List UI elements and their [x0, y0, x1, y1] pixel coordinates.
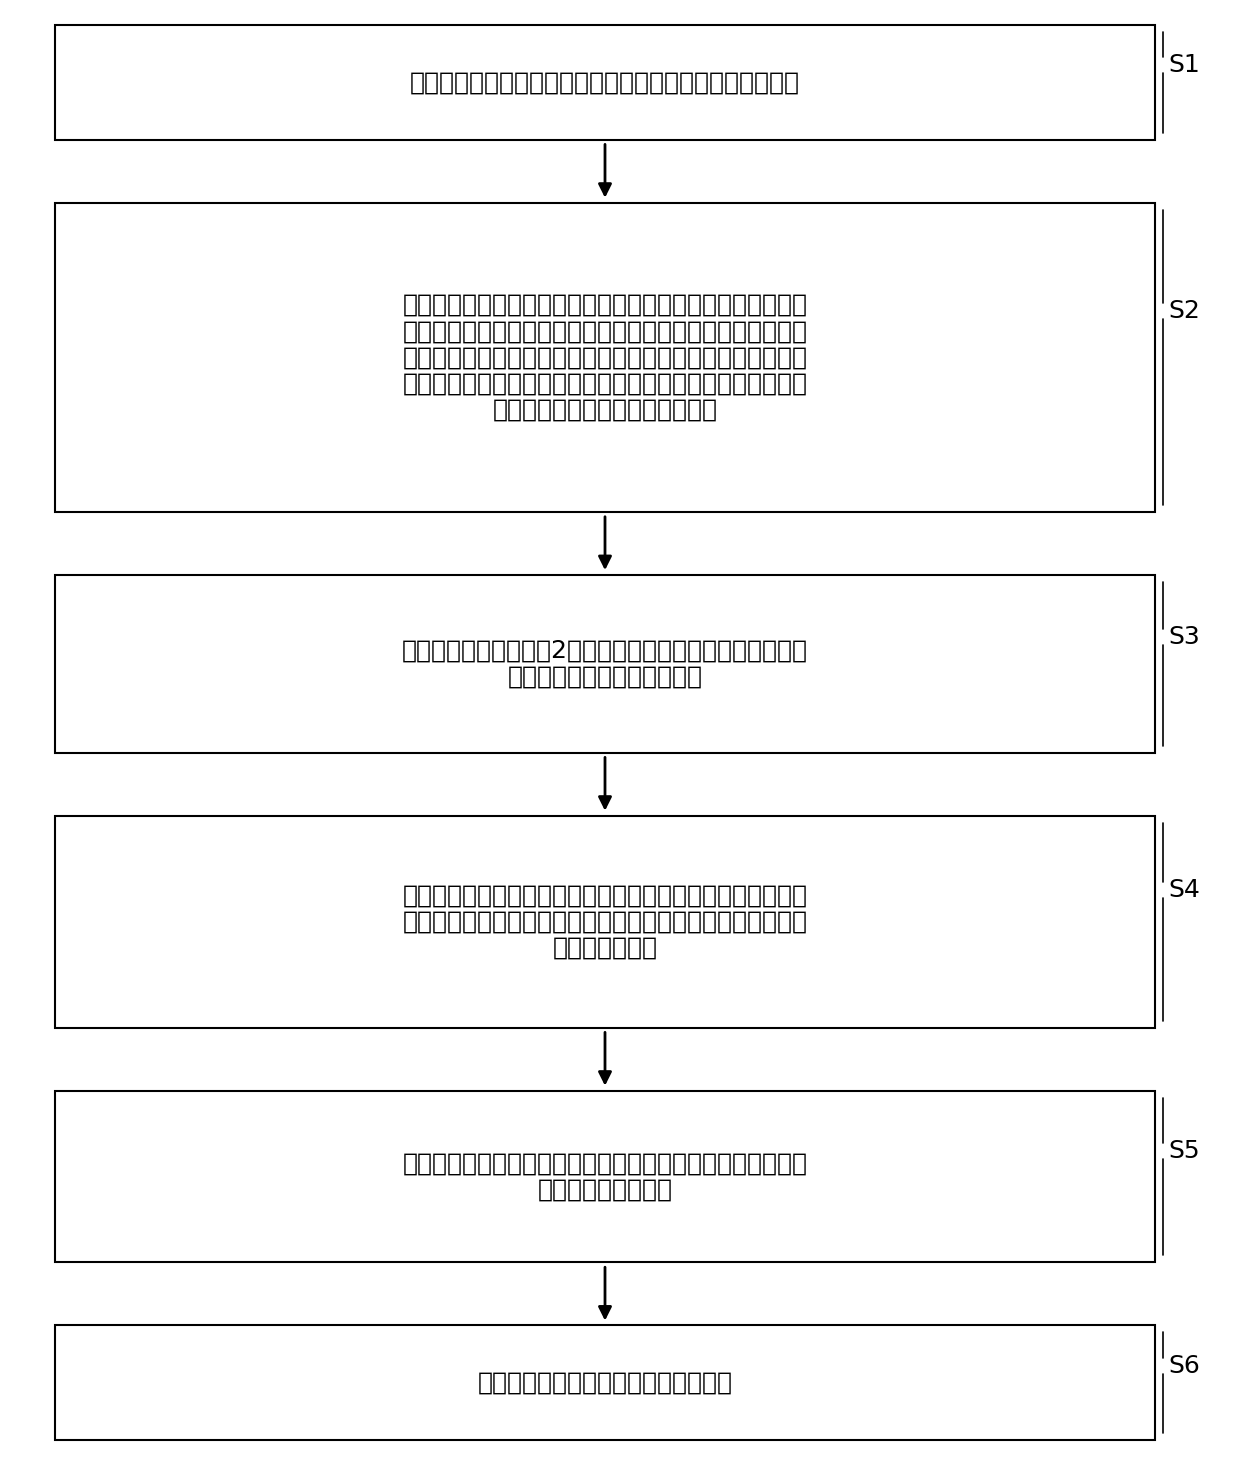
Text: 所述支撑衬底上: 所述支撑衬底上	[553, 936, 657, 960]
Text: 自所述注入面向所述氧化物单晶衬底内进行离子注入，而后在: 自所述注入面向所述氧化物单晶衬底内进行离子注入，而后在	[403, 293, 807, 316]
Text: 所述注入面形成下电极；或在所述注入面形成下电极，而后自: 所述注入面形成下电极；或在所述注入面形成下电极，而后自	[403, 319, 807, 343]
Text: 晶薄膜，并使得到的所述氧化物单晶薄膜及所述下电极转移至: 晶薄膜，并使得到的所述氧化物单晶薄膜及所述下电极转移至	[403, 910, 807, 933]
Text: ，并在所述预设深度处形成缺陷层: ，并在所述预设深度处形成缺陷层	[492, 397, 718, 422]
Text: S5: S5	[1168, 1138, 1199, 1163]
FancyBboxPatch shape	[55, 816, 1154, 1027]
Text: 在所述氧化物单晶薄膜表面形成上电极: 在所述氧化物单晶薄膜表面形成上电极	[477, 1371, 733, 1395]
Text: S2: S2	[1168, 299, 1200, 322]
FancyBboxPatch shape	[55, 25, 1154, 139]
Text: 提供氧化物单晶衬底，所述氧化物单晶衬底的一面为注入面: 提供氧化物单晶衬底，所述氧化物单晶衬底的一面为注入面	[410, 70, 800, 94]
Text: S4: S4	[1168, 878, 1200, 902]
Text: 且所述下电极的表面为键合面: 且所述下电极的表面为键合面	[507, 665, 703, 689]
FancyBboxPatch shape	[55, 1090, 1154, 1263]
Text: 沿所述缺陷层剥离部分所述氧化物单晶硅衬底以得到氧化物单: 沿所述缺陷层剥离部分所述氧化物单晶硅衬底以得到氧化物单	[403, 883, 807, 907]
FancyBboxPatch shape	[55, 1326, 1154, 1440]
Text: 的能量足以使注入离子到达所述氧化物单晶衬底内的预设深度: 的能量足以使注入离子到达所述氧化物单晶衬底内的预设深度	[403, 371, 807, 396]
FancyBboxPatch shape	[55, 202, 1154, 511]
Text: S1: S1	[1168, 53, 1200, 78]
Text: 腔暴露出所述下电极: 腔暴露出所述下电极	[537, 1178, 672, 1201]
Text: 提供支撑衬底，将步骤2）得到的结构与所述支撑衬底键合，: 提供支撑衬底，将步骤2）得到的结构与所述支撑衬底键合，	[402, 639, 808, 662]
FancyBboxPatch shape	[55, 574, 1154, 753]
Text: S3: S3	[1168, 626, 1200, 649]
Text: S6: S6	[1168, 1354, 1200, 1377]
Text: 所述注入面向所述氧化物单晶衬底内进行离子注入；离子注入: 所述注入面向所述氧化物单晶衬底内进行离子注入；离子注入	[403, 346, 807, 369]
Text: 自所述支撑衬底的底部腐蚀所述支撑衬底以形成空腔，所述空: 自所述支撑衬底的底部腐蚀所述支撑衬底以形成空腔，所述空	[403, 1151, 807, 1175]
